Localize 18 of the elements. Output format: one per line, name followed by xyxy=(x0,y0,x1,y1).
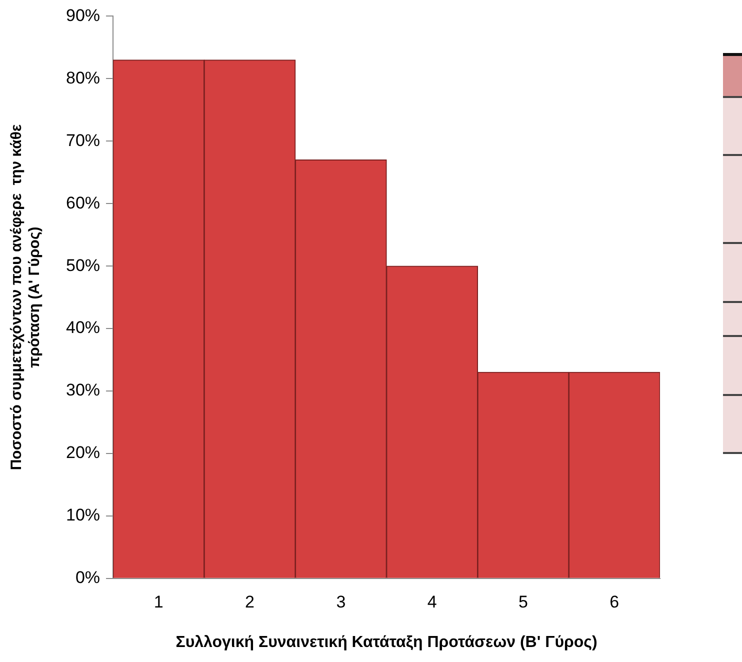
x-tick-label: 6 xyxy=(610,592,620,612)
x-tick-label: 1 xyxy=(154,592,164,612)
y-tick-label: 20% xyxy=(66,443,100,462)
y-axis-title: Ποσοστό συμμετεχόντων που ανέφερε την κάθε πρόταση (Α' Γύρος) xyxy=(8,124,44,470)
y-tick-label: 40% xyxy=(66,318,100,338)
y-tick-label: 10% xyxy=(66,506,100,525)
x-tick-label: 2 xyxy=(245,592,255,612)
y-tick-label: 30% xyxy=(66,380,100,400)
y-tick-label: 0% xyxy=(75,568,100,588)
x-tick-label: 3 xyxy=(336,592,346,612)
y-tick-label: 50% xyxy=(66,256,100,275)
y-tick-label: 60% xyxy=(66,193,100,212)
x-tick-label: 4 xyxy=(427,592,437,612)
x-tick-label: 5 xyxy=(518,592,528,612)
y-tick-label: 90% xyxy=(66,6,100,25)
x-axis-title: Συλλογική Συναινετική Κατάταξη Προτάσεων (Β' Γύρος) xyxy=(176,634,598,651)
y-tick-label: 80% xyxy=(66,68,100,88)
y-tick-label: 70% xyxy=(66,130,100,150)
